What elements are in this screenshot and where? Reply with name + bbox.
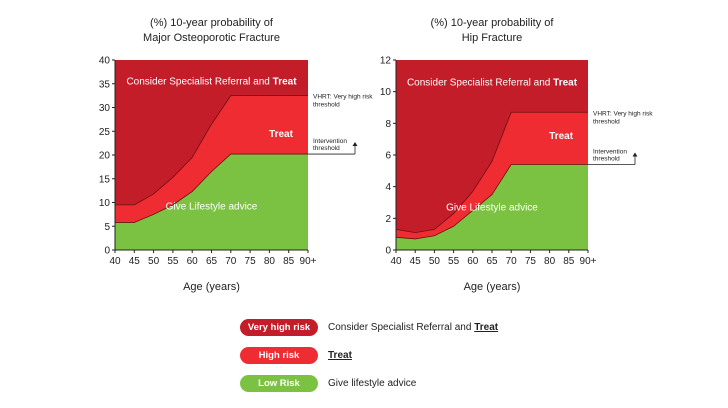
y-tick-label: 2 <box>385 214 391 225</box>
chart-title-line: Hip Fracture <box>462 32 523 44</box>
region-label-text: Give Lifestyle advice <box>166 202 258 213</box>
annotation-text: threshold <box>313 145 340 152</box>
annotation-text: threshold <box>313 102 340 109</box>
y-tick-label: 4 <box>385 182 391 193</box>
y-tick-label: 10 <box>380 87 392 98</box>
legend-text-plain: Consider Specialist Referral and <box>328 321 475 333</box>
legend-text-bold: Treat <box>474 321 499 333</box>
x-tick-label: 55 <box>448 256 460 267</box>
area-low-risk <box>396 164 588 250</box>
x-tick-label: 75 <box>245 256 257 267</box>
annotation-text: threshold <box>593 156 620 163</box>
region-label: Treat <box>269 129 294 140</box>
annotation-text: Intervention <box>593 149 627 156</box>
y-tick-label: 8 <box>385 119 391 130</box>
legend-item-high-risk: High risk Treat <box>240 346 580 364</box>
x-tick-label: 90+ <box>300 256 317 267</box>
threshold-line <box>395 111 588 233</box>
x-tick-label: 50 <box>148 256 160 267</box>
y-tick-label: 6 <box>385 151 391 162</box>
region-label-bold: Treat <box>273 77 298 88</box>
chart-major-osteoporotic-fracture: (%) 10-year probability of Major Osteopor… <box>99 17 373 293</box>
y-tick-label: 15 <box>99 174 111 185</box>
legend-text-low-risk: Give lifestyle advice <box>328 378 416 389</box>
x-axis-label: Age (years) <box>464 281 521 293</box>
region-label-bold: Treat <box>269 129 294 140</box>
x-tick-label: 85 <box>283 256 295 267</box>
x-tick-label: 90+ <box>580 256 597 267</box>
x-tick-label: 70 <box>506 256 518 267</box>
x-tick-label: 80 <box>544 256 556 267</box>
chart-title-line: Major Osteoporotic Fracture <box>143 32 280 44</box>
x-tick-label: 75 <box>525 256 537 267</box>
x-axis-label: Age (years) <box>183 281 240 293</box>
x-tick-label: 65 <box>206 256 218 267</box>
legend: Very high risk Consider Specialist Refer… <box>240 318 580 402</box>
x-tick-label: 65 <box>486 256 498 267</box>
legend-text-bold: Treat <box>328 349 352 361</box>
x-tick-label: 60 <box>467 256 479 267</box>
annotation-arrow-head <box>352 142 358 147</box>
x-tick-label: 60 <box>187 256 199 267</box>
area-low-risk <box>115 154 308 250</box>
x-tick-label: 40 <box>390 256 402 267</box>
x-tick-label: 50 <box>429 256 441 267</box>
threshold-line <box>395 164 588 240</box>
legend-swatch-low-risk: Low Risk <box>240 374 318 392</box>
x-tick-label: 80 <box>264 256 276 267</box>
y-tick-label: 5 <box>104 222 110 233</box>
annotation-text: Intervention <box>313 138 347 145</box>
region-label-bold: Treat <box>553 77 578 88</box>
annotation-text: VHRT: Very high risk <box>313 94 373 101</box>
annotation-text: VHRT: Very high risk <box>593 110 653 117</box>
region-label-bold: Treat <box>549 131 574 142</box>
x-tick-label: 45 <box>129 256 141 267</box>
x-tick-label: 45 <box>410 256 422 267</box>
y-tick-label: 0 <box>385 246 391 257</box>
region-label: Treat <box>549 131 574 142</box>
region-label: Consider Specialist Referral and Treat <box>407 77 578 88</box>
region-label: Consider Specialist Referral and Treat <box>126 77 297 88</box>
legend-swatch-very-high-risk: Very high risk <box>240 318 318 336</box>
y-tick-label: 30 <box>99 103 111 114</box>
annotation-text: threshold <box>593 118 620 125</box>
y-tick-label: 12 <box>380 56 392 67</box>
y-tick-label: 25 <box>99 127 111 138</box>
y-tick-label: 20 <box>99 151 111 162</box>
x-tick-label: 55 <box>167 256 179 267</box>
chart-hip-fracture: (%) 10-year probability of Hip Fracture 0 2… <box>380 17 653 293</box>
legend-item-low-risk: Low Risk Give lifestyle advice <box>240 374 580 392</box>
threshold-line <box>115 153 308 223</box>
legend-text-plain: Give lifestyle advice <box>328 377 417 389</box>
x-tick-label: 40 <box>109 256 121 267</box>
region-label-text: Consider Specialist Referral and <box>407 77 553 88</box>
threshold-line <box>115 95 308 206</box>
legend-text-high-risk: Treat <box>328 350 352 361</box>
y-tick-label: 35 <box>99 79 111 90</box>
chart-title-line: (%) 10-year probability of <box>431 17 555 29</box>
x-tick-label: 85 <box>563 256 575 267</box>
region-label: Give Lifestyle advice <box>446 202 538 213</box>
chart-title-line: (%) 10-year probability of <box>150 17 274 29</box>
region-label-text: Consider Specialist Referral and <box>126 77 272 88</box>
legend-item-very-high-risk: Very high risk Consider Specialist Refer… <box>240 318 580 336</box>
x-tick-label: 70 <box>225 256 237 267</box>
y-tick-label: 0 <box>104 246 110 257</box>
annotation-arrow-head <box>632 152 638 157</box>
y-tick-label: 10 <box>99 198 111 209</box>
region-label-text: Give Lifestyle advice <box>446 202 538 213</box>
legend-text-very-high-risk: Consider Specialist Referral and Treat <box>328 322 498 333</box>
y-tick-label: 40 <box>99 56 111 67</box>
legend-swatch-high-risk: High risk <box>240 346 318 364</box>
region-label: Give Lifestyle advice <box>166 202 258 213</box>
